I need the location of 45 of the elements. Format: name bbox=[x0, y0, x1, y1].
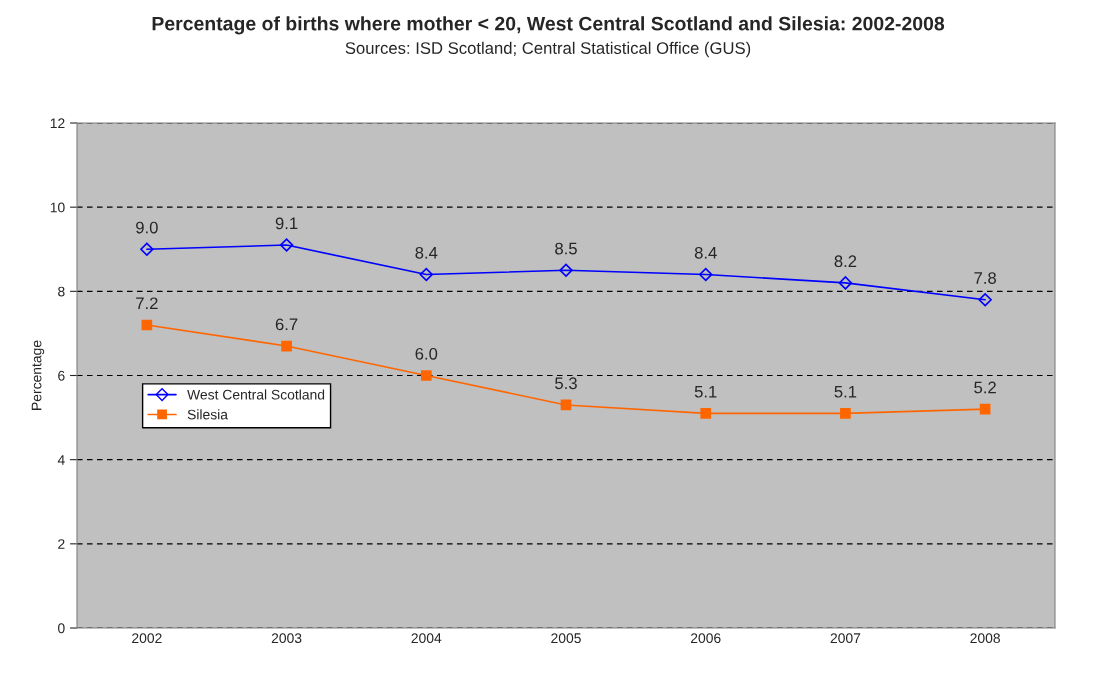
point bbox=[838, 276, 853, 290]
y-tick-label: 8 bbox=[58, 286, 65, 297]
data-label: 5.3 bbox=[555, 377, 577, 390]
point bbox=[978, 293, 992, 307]
y-tick-label: 12 bbox=[50, 118, 65, 129]
data-label: 8.2 bbox=[834, 255, 857, 268]
point bbox=[140, 242, 154, 256]
x-tick-label: 2004 bbox=[411, 633, 442, 644]
chart-title: Percentage of births where mother < 20, West Central Scotland and Silesia: 2002-2008 bbox=[152, 16, 945, 35]
data-label: 8.5 bbox=[555, 242, 577, 255]
data-label: 8.4 bbox=[694, 246, 717, 259]
legend-label: Silesia bbox=[187, 409, 228, 420]
x-tick-label: 2003 bbox=[271, 633, 302, 644]
legend-label: West Central Scotland bbox=[187, 389, 325, 400]
y-tick-label: 0 bbox=[58, 623, 65, 634]
y-tick-label: 4 bbox=[57, 455, 65, 465]
x-tick-label: 2005 bbox=[551, 633, 581, 644]
point bbox=[420, 370, 432, 381]
y-tick-label: 2 bbox=[58, 539, 65, 549]
data-label: 5.2 bbox=[974, 381, 996, 394]
point bbox=[700, 408, 712, 419]
point bbox=[979, 403, 991, 415]
data-label: 8.4 bbox=[415, 246, 438, 259]
point bbox=[840, 408, 851, 419]
data-label: 7.2 bbox=[136, 297, 158, 310]
chart-subtitle: Sources: ISD Scotland; Central Statistical Office (GUS) bbox=[345, 41, 751, 58]
x-tick-label: 2007 bbox=[830, 633, 861, 644]
point bbox=[281, 340, 292, 352]
x-tick-label: 2006 bbox=[690, 633, 721, 644]
point bbox=[279, 238, 294, 252]
y-tick-label: 10 bbox=[50, 202, 65, 213]
x-tick-label: 2008 bbox=[970, 633, 1000, 644]
point bbox=[419, 267, 434, 282]
point bbox=[698, 267, 713, 282]
y-axis-title: Percentage bbox=[31, 340, 45, 410]
data-label: 6.7 bbox=[275, 318, 298, 331]
point bbox=[559, 263, 573, 278]
x-tick-label: 2002 bbox=[132, 633, 162, 644]
y-tick-label: 6 bbox=[58, 370, 65, 381]
data-label: 9.0 bbox=[136, 221, 158, 234]
data-label: 5.1 bbox=[694, 385, 717, 398]
data-label: 5.1 bbox=[834, 385, 857, 398]
data-label: 7.8 bbox=[974, 272, 996, 284]
data-label: 6.0 bbox=[415, 347, 438, 360]
data-label: 9.1 bbox=[275, 217, 298, 230]
